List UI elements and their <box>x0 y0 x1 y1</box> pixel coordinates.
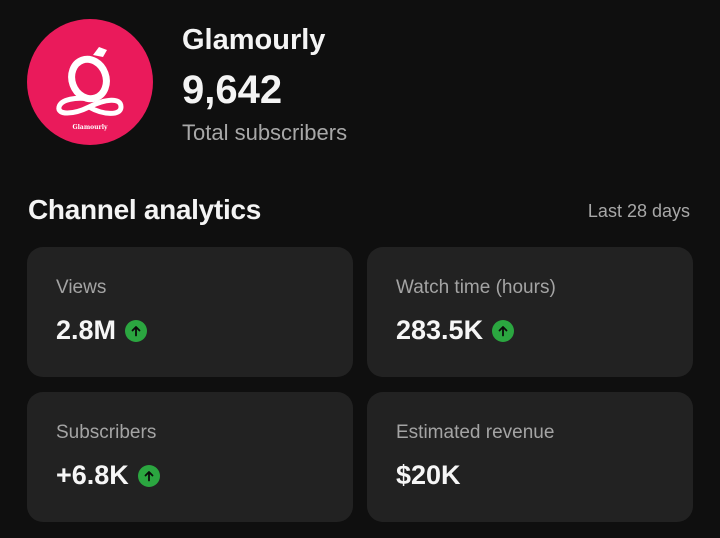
channel-name: Glamourly <box>182 24 326 56</box>
trend-up-icon <box>125 319 148 342</box>
card-value: 2.8M <box>56 315 117 345</box>
glamourly-logo-icon <box>56 47 124 116</box>
section-title: Channel analytics <box>28 194 261 225</box>
card-watch-time[interactable]: Watch time (hours) 283.5K <box>367 247 693 377</box>
channel-avatar[interactable]: Glamourly <box>27 19 153 145</box>
card-label: Subscribers <box>56 422 157 443</box>
subscriber-count: 9,642 <box>182 68 283 112</box>
card-label: Views <box>56 277 107 298</box>
card-label: Watch time (hours) <box>396 277 556 298</box>
card-subscribers[interactable]: Subscribers +6.8K <box>27 392 353 522</box>
card-label: Estimated revenue <box>396 422 555 443</box>
card-estimated-revenue[interactable]: Estimated revenue $20K <box>367 392 693 522</box>
trend-up-icon <box>137 464 160 487</box>
card-views[interactable]: Views 2.8M <box>27 247 353 377</box>
period-selector[interactable]: Last 28 days <box>587 201 690 221</box>
card-value: $20K <box>396 460 461 490</box>
card-value: 283.5K <box>396 315 484 345</box>
avatar-brand-text: Glamourly <box>72 124 108 131</box>
subscriber-label: Total subscribers <box>182 120 348 145</box>
card-value: +6.8K <box>56 460 129 490</box>
trend-up-icon <box>492 319 515 342</box>
